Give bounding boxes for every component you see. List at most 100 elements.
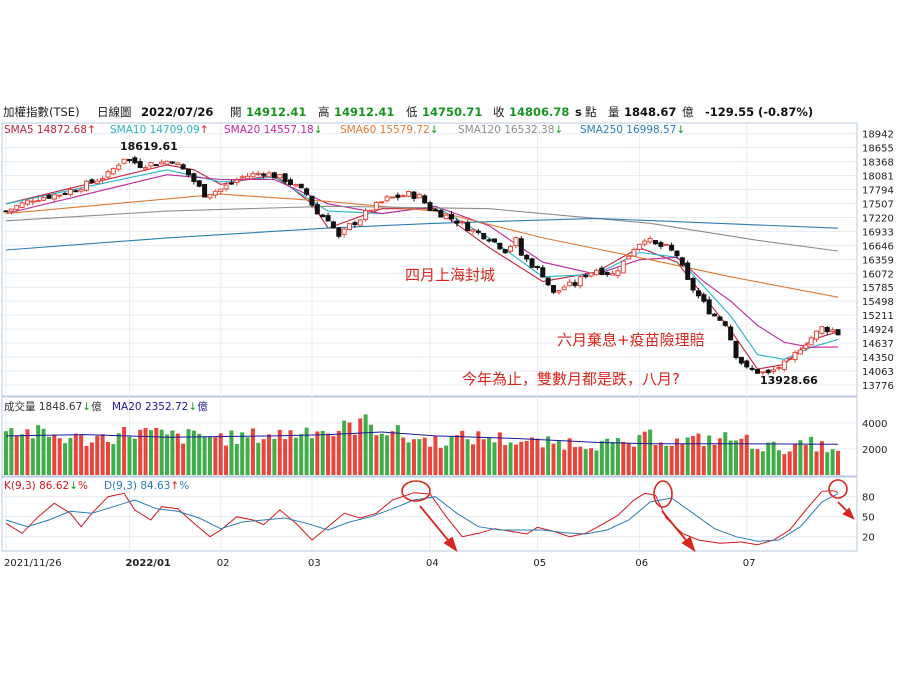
candle-body bbox=[593, 269, 599, 276]
volume-bar bbox=[621, 441, 626, 475]
volume-bar bbox=[428, 446, 433, 475]
candle-body bbox=[771, 369, 777, 372]
candle-body bbox=[186, 168, 192, 176]
candle-body bbox=[277, 174, 283, 179]
ma-line-sma10 bbox=[5, 169, 839, 360]
volume-bar bbox=[524, 440, 529, 475]
volume-bar bbox=[739, 438, 744, 475]
candle-body bbox=[368, 209, 374, 212]
volume-bar bbox=[648, 429, 653, 475]
high-label: 高 bbox=[318, 105, 330, 119]
volume-bar bbox=[454, 435, 459, 475]
candle-body bbox=[110, 168, 116, 175]
volume-bar bbox=[578, 446, 583, 475]
candle-body bbox=[14, 205, 20, 210]
candlesticks bbox=[3, 155, 841, 376]
volume-bar bbox=[556, 440, 561, 475]
volume-axis: 4000 2000 bbox=[862, 419, 887, 456]
candle-body bbox=[422, 195, 428, 204]
candle-body bbox=[159, 161, 165, 165]
kd-legend-value: D(9,3) 84.63 bbox=[104, 480, 170, 492]
annotation-shanghai-lockdown: 四月上海封城 bbox=[405, 266, 495, 284]
candle-body bbox=[760, 371, 766, 374]
x-tick-label: 03 bbox=[308, 558, 321, 569]
candle-body bbox=[287, 179, 293, 185]
volume-bar bbox=[41, 428, 46, 475]
candle-body bbox=[245, 175, 251, 180]
low-value: 14750.71 bbox=[422, 105, 482, 119]
volume-bar bbox=[379, 433, 384, 475]
volume-bar bbox=[460, 430, 465, 475]
volume-bar bbox=[138, 429, 143, 475]
volume-bar bbox=[680, 443, 685, 475]
volume-bar bbox=[465, 439, 470, 475]
volume-bar bbox=[766, 442, 771, 475]
volume-legend-item: MA20 2352.72↓億 bbox=[112, 400, 208, 413]
candle-body bbox=[797, 349, 803, 355]
volume-bar bbox=[760, 451, 765, 475]
volume-bar bbox=[25, 429, 30, 475]
candle-body bbox=[486, 239, 492, 242]
volume-bar bbox=[57, 438, 62, 475]
price-tick-label: 16933 bbox=[862, 227, 894, 238]
ma-legend-item: SMA20 14557.18↓ bbox=[224, 124, 323, 136]
volume-unit: 億 bbox=[682, 105, 694, 119]
candle-body bbox=[545, 277, 551, 286]
volume-bar bbox=[546, 436, 551, 475]
candle-body bbox=[363, 210, 369, 220]
candle-body bbox=[513, 237, 519, 247]
candle-body bbox=[738, 356, 744, 364]
candle-body bbox=[781, 360, 787, 371]
kd-tick-label: 80 bbox=[862, 493, 875, 504]
ma-legend-value: SMA5 14872.68 bbox=[4, 124, 87, 136]
candle-body bbox=[475, 230, 481, 233]
candle-body bbox=[384, 196, 390, 202]
x-tick-label: 02 bbox=[217, 558, 230, 569]
volume-bar bbox=[342, 420, 347, 475]
candle-body bbox=[143, 167, 149, 170]
volume-bar bbox=[836, 450, 840, 475]
volume-bar bbox=[513, 444, 518, 475]
candle-body bbox=[137, 161, 143, 168]
candle-body bbox=[529, 258, 535, 268]
volume-bar bbox=[734, 440, 739, 475]
volume-bar bbox=[105, 441, 110, 475]
volume-bar bbox=[508, 442, 513, 475]
candle-body bbox=[556, 290, 562, 293]
volume-bar bbox=[492, 442, 497, 475]
volume-bar bbox=[299, 434, 304, 475]
volume-bar bbox=[395, 425, 400, 475]
ma-legend-arrow: ↑ bbox=[87, 124, 96, 136]
candle-body bbox=[438, 210, 444, 218]
volume-bar bbox=[186, 429, 191, 475]
volume-legend-value: MA20 2352.72 bbox=[112, 401, 188, 413]
volume-bar bbox=[256, 442, 261, 475]
candle-body bbox=[803, 344, 809, 350]
volume-bar bbox=[229, 430, 234, 475]
ma-legend-value: SMA60 15579.72 bbox=[340, 124, 430, 136]
candle-body bbox=[314, 204, 320, 215]
volume-bar bbox=[84, 445, 89, 475]
volume-legend-suffix: 億 bbox=[91, 400, 102, 413]
volume-bar bbox=[14, 436, 19, 475]
price-tick-label: 17220 bbox=[862, 213, 894, 224]
volume-bar bbox=[89, 442, 94, 475]
volume-bar bbox=[626, 443, 631, 475]
candle-body bbox=[202, 183, 208, 198]
candle-body bbox=[599, 267, 605, 275]
volume-bar bbox=[476, 431, 481, 475]
candle-body bbox=[497, 242, 503, 250]
volume-bar bbox=[175, 433, 180, 475]
candle-body bbox=[271, 172, 277, 179]
candle-body bbox=[207, 194, 213, 199]
candle-body bbox=[733, 340, 739, 358]
candle-body bbox=[508, 245, 514, 252]
volume-legend: 成交量 1848.67↓億 MA20 2352.72↓億 bbox=[4, 400, 208, 413]
kd-legend-arrow: ↓ bbox=[69, 480, 78, 492]
candle-body bbox=[223, 184, 229, 190]
candle-body bbox=[690, 277, 696, 291]
volume-bar bbox=[696, 433, 701, 475]
kd-down-arrows bbox=[419, 501, 855, 553]
volume-bar bbox=[326, 433, 331, 475]
close-value: 14806.78 bbox=[509, 105, 569, 119]
